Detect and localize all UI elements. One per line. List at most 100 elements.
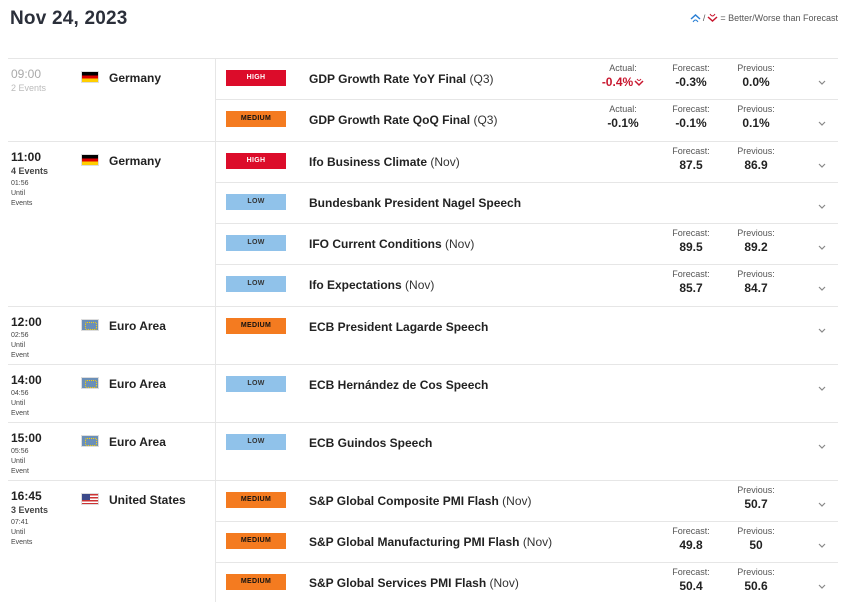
calendar-header: Nov 24, 2023 / = Better/Worse than Forec… — [0, 0, 848, 40]
event-row[interactable]: MEDIUM ECB President Lagarde Speech — [216, 307, 838, 364]
event-period: (Q3) — [473, 113, 498, 127]
event-name: ECB Hernández de Cos Speech — [309, 378, 488, 392]
chevron-down-icon[interactable] — [818, 156, 826, 174]
country-name: Germany — [109, 71, 162, 85]
previous-value-cell: Previous: 0.0% — [726, 63, 786, 89]
countdown-line: Events — [11, 200, 33, 207]
chevron-down-icon[interactable] — [818, 536, 826, 554]
chevron-down-icon[interactable] — [818, 437, 826, 455]
previous-label: Previous: — [737, 567, 775, 577]
legend-text: = Better/Worse than Forecast — [720, 13, 838, 23]
actual-value-cell: Actual: -0.4% — [593, 63, 653, 89]
countdown: 07:41 Until Events — [11, 518, 32, 548]
event-period: (Q3) — [469, 72, 494, 86]
event-row[interactable]: MEDIUM S&P Global Manufacturing PMI Flash… — [216, 522, 838, 563]
previous-value: 50.6 — [744, 579, 768, 593]
event-name: S&P Global Manufacturing PMI Flash (Nov) — [309, 535, 552, 549]
event-period: (Nov) — [445, 237, 475, 251]
forecast-value-cell: Forecast: -0.3% — [661, 63, 721, 89]
countdown-line: Until — [11, 400, 26, 407]
events-list: HIGH Ifo Business Climate (Nov) Forecast: 8… — [216, 142, 838, 306]
events-list: MEDIUM ECB President Lagarde Speech — [216, 307, 838, 364]
event-time: 12:00 — [11, 315, 42, 329]
event-row[interactable]: LOW Ifo Expectations (Nov) Forecast: 85.7 Pr… — [216, 265, 838, 306]
time-country-cell: 09:00 2 Events Germany — [8, 59, 216, 141]
event-row[interactable]: HIGH Ifo Business Climate (Nov) Forecast: 8… — [216, 142, 838, 183]
event-time: 14:00 — [11, 373, 42, 387]
impact-badge-high: HIGH — [226, 153, 286, 169]
previous-value: 89.2 — [744, 240, 768, 254]
chevron-down-icon[interactable] — [818, 577, 826, 595]
event-title: ECB Guindos Speech — [309, 436, 433, 450]
impact-badge-low: LOW — [226, 235, 286, 251]
event-row[interactable]: LOW IFO Current Conditions (Nov) Forecast:… — [216, 224, 838, 265]
countdown-line: Event — [11, 410, 29, 417]
impact-badge-low: LOW — [226, 376, 286, 392]
impact-badge-medium: MEDIUM — [226, 574, 286, 590]
event-row[interactable]: LOW Bundesbank President Nagel Speech — [216, 183, 838, 224]
legend: / = Better/Worse than Forecast — [690, 13, 838, 23]
countdown: 04:56 Until Event — [11, 389, 29, 419]
chevron-down-icon[interactable] — [818, 114, 826, 132]
actual-value: -0.4% — [593, 75, 653, 89]
countdown-line: 02:56 — [11, 332, 29, 339]
event-row[interactable]: LOW ECB Hernández de Cos Speech — [216, 365, 838, 422]
countdown-line: 01:56 — [11, 180, 29, 187]
previous-value: 50 — [749, 538, 763, 552]
event-name: Ifo Expectations (Nov) — [309, 278, 434, 292]
event-row[interactable]: LOW ECB Guindos Speech — [216, 423, 838, 480]
previous-value: 0.0% — [742, 75, 770, 89]
impact-badge-medium: MEDIUM — [226, 533, 286, 549]
worse-arrow-icon — [633, 75, 644, 89]
event-title: S&P Global Services PMI Flash — [309, 576, 490, 590]
event-title: Ifo Business Climate — [309, 155, 431, 169]
event-count: 3 Events — [11, 505, 49, 515]
time-country-cell: 15:00 05:56 Until Event Euro Area — [8, 423, 216, 480]
forecast-value-cell: Forecast: 85.7 — [661, 269, 721, 295]
flag-eu-icon — [81, 319, 99, 331]
actual-value-cell: Actual: -0.1% — [593, 104, 653, 130]
forecast-label: Forecast: — [672, 269, 710, 279]
previous-label: Previous: — [737, 269, 775, 279]
event-row[interactable]: MEDIUM GDP Growth Rate QoQ Final (Q3) Actu… — [216, 100, 838, 141]
forecast-label: Forecast: — [672, 104, 710, 114]
event-count: 4 Events — [11, 166, 49, 176]
previous-value: 84.7 — [744, 281, 768, 295]
previous-label: Previous: — [737, 104, 775, 114]
event-row[interactable]: HIGH GDP Growth Rate YoY Final (Q3) Actual… — [216, 59, 838, 100]
worse-arrow-icon — [707, 13, 718, 23]
forecast-value: 49.8 — [679, 538, 703, 552]
countdown-line: 04:56 — [11, 390, 29, 397]
event-row[interactable]: MEDIUM S&P Global Composite PMI Flash (No… — [216, 481, 838, 522]
previous-value-cell: Previous: 89.2 — [726, 228, 786, 254]
previous-value-cell: Previous: 50 — [726, 526, 786, 552]
flag-eu-icon — [81, 377, 99, 389]
event-title: S&P Global Composite PMI Flash — [309, 494, 503, 508]
countdown-line: Until — [11, 529, 26, 536]
chevron-down-icon[interactable] — [818, 279, 826, 297]
forecast-value-cell: Forecast: 50.4 — [661, 567, 721, 593]
previous-value: 86.9 — [744, 158, 768, 172]
chevron-down-icon[interactable] — [818, 73, 826, 91]
chevron-down-icon[interactable] — [818, 379, 826, 397]
previous-value-cell: Previous: 86.9 — [726, 146, 786, 172]
chevron-down-icon[interactable] — [818, 197, 826, 215]
impact-badge-high: HIGH — [226, 70, 286, 86]
event-time: 16:45 — [11, 489, 42, 503]
impact-badge-medium: MEDIUM — [226, 492, 286, 508]
countdown-line: Until — [11, 190, 26, 197]
flag-eu-icon — [81, 435, 99, 447]
event-row[interactable]: MEDIUM S&P Global Services PMI Flash (Nov… — [216, 563, 838, 602]
event-name: GDP Growth Rate QoQ Final (Q3) — [309, 113, 497, 127]
better-arrow-icon — [690, 13, 701, 23]
country-name: Euro Area — [109, 377, 166, 391]
forecast-label: Forecast: — [672, 567, 710, 577]
countdown-line: 05:56 — [11, 448, 29, 455]
forecast-value: -0.1% — [675, 116, 707, 130]
countdown-line: Event — [11, 352, 29, 359]
impact-badge-medium: MEDIUM — [226, 111, 286, 127]
chevron-down-icon[interactable] — [818, 238, 826, 256]
event-group: 15:00 05:56 Until Event Euro Area LOW ECB Guin… — [8, 423, 838, 481]
chevron-down-icon[interactable] — [818, 321, 826, 339]
chevron-down-icon[interactable] — [818, 495, 826, 513]
